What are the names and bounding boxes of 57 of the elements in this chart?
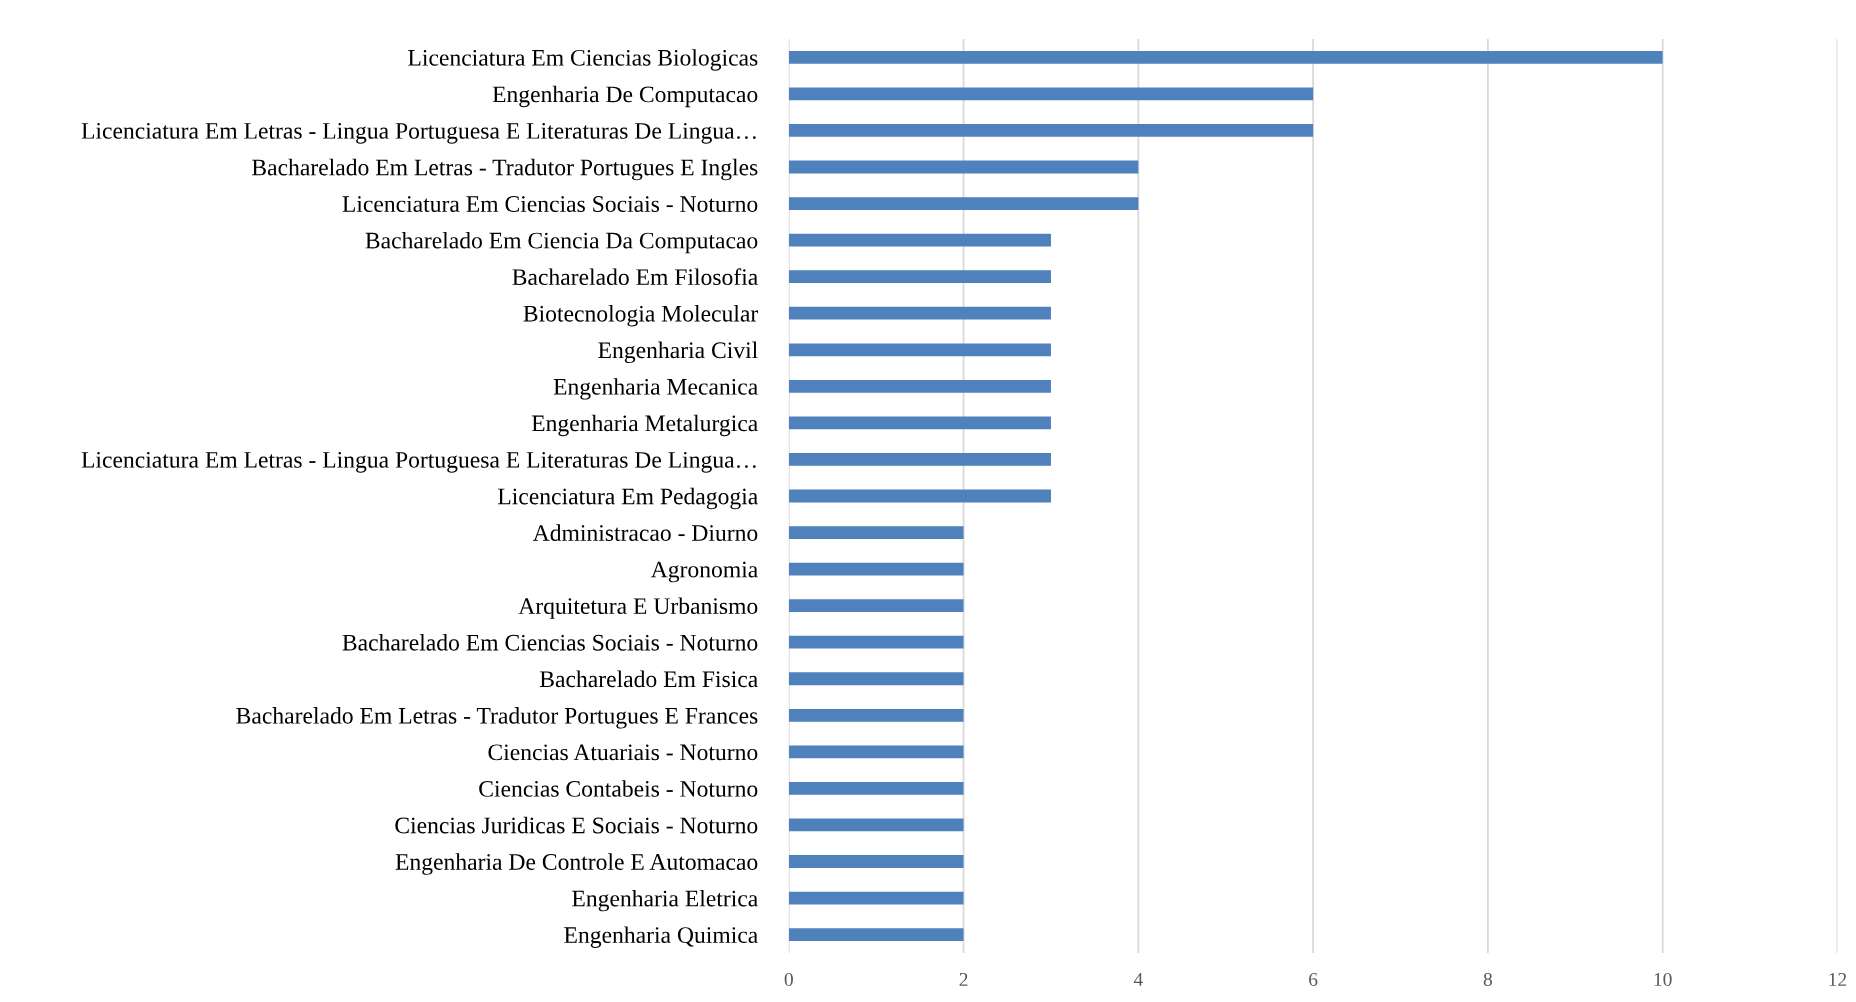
x-tick-label: 4	[1133, 973, 1143, 986]
bar	[788, 306, 1051, 320]
y-tick-label: Bacharelado Em Letras - Tradutor Portugues E Ingles	[252, 158, 758, 181]
y-tick-label: Biotecnologia Molecular	[523, 305, 759, 327]
y-tick-label: Bacharelado Em Filosofia	[512, 268, 758, 286]
bar	[788, 672, 964, 686]
y-tick-label: Engenharia De Controle E Automacao	[395, 853, 758, 875]
bar	[788, 160, 1139, 174]
y-tick-label: Engenharia Mecanica	[553, 378, 758, 400]
bar	[788, 782, 964, 795]
x-tick-label: 2	[959, 972, 968, 986]
bar	[788, 197, 1139, 210]
bar	[788, 270, 1051, 284]
y-tick-label: Engenharia Civil	[598, 341, 758, 364]
bar	[788, 453, 1051, 466]
x-tick-label: 8	[1483, 972, 1493, 987]
bar	[788, 50, 1663, 64]
bar	[788, 526, 964, 539]
x-tick-label: 10	[1654, 972, 1672, 987]
bar	[788, 818, 964, 832]
bar	[788, 379, 1051, 393]
y-tick-label: Licenciatura Em Letras - Lingua Portuguesa E Literaturas De Lingua…	[81, 122, 756, 144]
y-tick-label: Licenciatura Em Pedagogia	[498, 487, 758, 510]
bar	[788, 708, 964, 722]
y-tick-label: Bacharelado Em Letras - Tradutor Portugues E Frances	[236, 707, 758, 729]
bar	[788, 562, 964, 576]
y-tick-label: Administracao - Diurno	[532, 524, 758, 541]
y-tick-label: Ciencias Juridicas E Sociais - Noturno	[395, 816, 758, 834]
y-tick-label: Arquitetura E Urbanismo	[518, 597, 758, 619]
y-tick-label: Ciencias Atuariais - Noturno	[488, 744, 758, 761]
y-tick-label: Bacharelado Em Fisica	[539, 670, 758, 688]
bar	[788, 599, 964, 613]
y-tick-label: Licenciatura Em Letras - Lingua Portuguesa E Literaturas De Lingua…	[81, 451, 756, 473]
bar	[788, 416, 1051, 430]
y-tick-label: Engenharia Metalurgica	[531, 414, 758, 437]
y-tick-label: Engenharia De Computacao	[492, 85, 758, 108]
y-tick-label: Ciencias Contabeis - Noturno	[479, 780, 758, 797]
y-tick-label: Licenciatura Em Ciencias Sociais - Noturno	[342, 196, 758, 212]
bar	[788, 233, 1051, 247]
x-tick-label: 12	[1829, 972, 1847, 986]
bar	[788, 891, 964, 905]
bar	[788, 745, 964, 759]
y-tick-label: Bacharelado Em Ciencias Sociais - Noturno	[342, 634, 758, 651]
y-tick-label: Engenharia Eletrica	[572, 889, 758, 912]
x-tick-label: 0	[784, 972, 793, 987]
bar	[788, 124, 1314, 137]
bar	[788, 343, 1051, 357]
bar	[788, 87, 1314, 101]
x-tick-label: 6	[1309, 972, 1318, 987]
bar	[788, 928, 964, 942]
y-tick-label: Engenharia Quimica	[564, 926, 758, 948]
y-tick-label: Bacharelado Em Ciencia Da Computacao	[365, 231, 758, 254]
bar	[788, 635, 964, 649]
y-tick-label: Agronomia	[650, 561, 758, 583]
y-tick-label: Licenciatura Em Ciencias Biologicas	[408, 49, 758, 71]
bar	[788, 489, 1051, 503]
bar	[788, 855, 964, 868]
